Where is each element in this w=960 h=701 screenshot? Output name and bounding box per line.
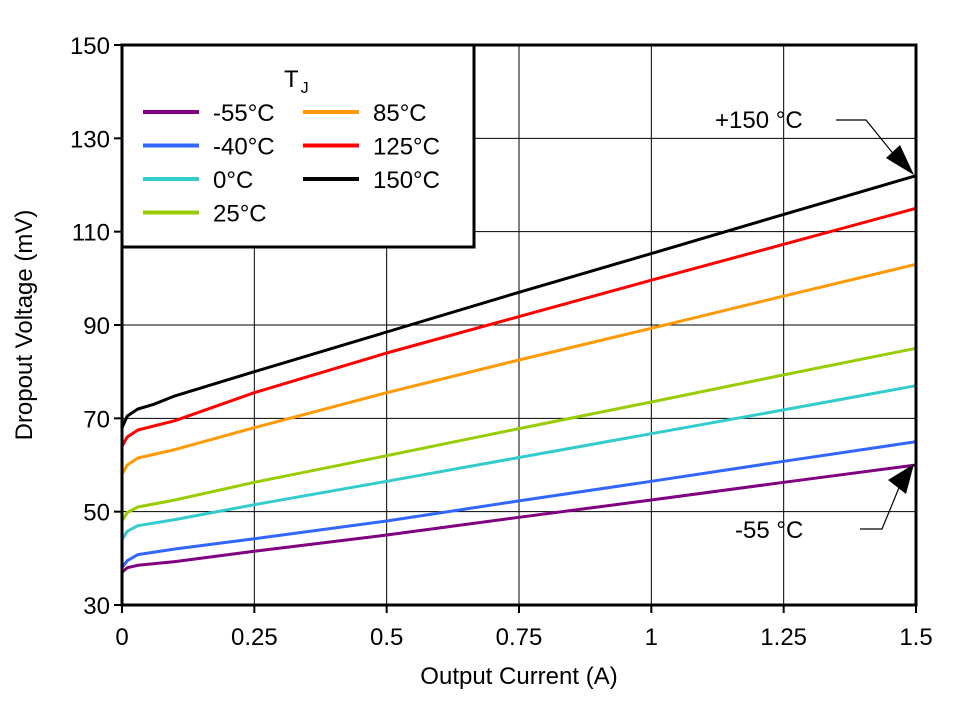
x-tick-label: 0: [115, 624, 128, 651]
x-axis-label: Output Current (A): [420, 663, 617, 690]
x-tick-label: 1.5: [899, 624, 932, 651]
series-line-minus40c: [120, 440, 917, 569]
annotation-minus55c-label: -55 °C: [735, 517, 803, 544]
x-tick-label: 1: [645, 624, 658, 651]
annotation-minus55c: -55 °C: [735, 464, 914, 544]
y-axis-label: Dropout Voltage (mV): [11, 210, 38, 441]
legend-label: -40°C: [213, 134, 275, 161]
series-lines: [120, 174, 917, 574]
series-line-0c: [120, 384, 917, 541]
legend-label: 25°C: [213, 201, 267, 228]
annotation-minus55c-leader: [860, 477, 904, 530]
axis-ticks: 0 0.25 0.5 0.75 1 1.25 1.5 30 50 70 90 110 130 150: [70, 33, 933, 651]
x-tick-label: 1.25: [760, 624, 807, 651]
series-line-85c: [120, 262, 917, 476]
y-tick-label: 30: [83, 593, 110, 620]
annotation-150c-arrow-icon: [886, 145, 914, 175]
legend-label: 0°C: [213, 167, 253, 194]
legend-label: 85°C: [373, 100, 427, 127]
y-tick-label: 150: [70, 33, 110, 60]
legend-label: -55°C: [213, 100, 275, 127]
y-tick-label: 70: [83, 406, 110, 433]
series-line-minus55c: [121, 463, 917, 574]
series-line-150c: [120, 174, 917, 429]
y-tick-label: 110: [72, 220, 110, 247]
series-line-25c: [120, 346, 917, 522]
legend-label: 125°C: [373, 134, 440, 161]
y-tick-label: 130: [70, 126, 110, 153]
annotation-150c: +150 °C: [715, 107, 914, 175]
annotation-minus55c-arrow-icon: [888, 464, 914, 494]
series-line-125c: [120, 206, 917, 448]
x-tick-label: 0.5: [370, 624, 403, 651]
legend-label: 150°C: [373, 167, 440, 194]
y-tick-label: 50: [83, 500, 110, 527]
y-tick-label: 90: [83, 313, 110, 340]
x-tick-label: 0.25: [231, 624, 278, 651]
annotation-150c-label: +150 °C: [715, 107, 803, 134]
x-tick-label: 0.75: [496, 624, 543, 651]
annotation-150c-leader: [836, 119, 901, 163]
